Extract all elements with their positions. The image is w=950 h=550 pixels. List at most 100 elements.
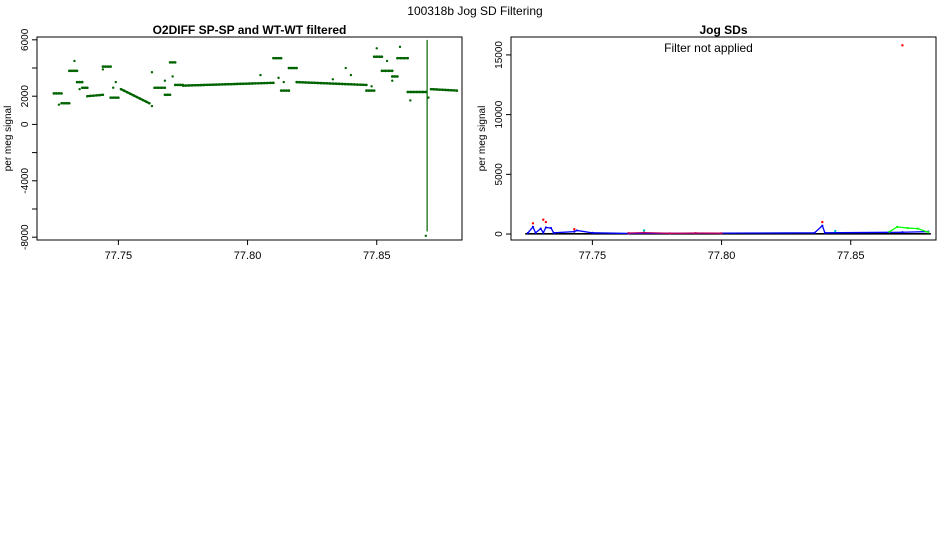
chart-0-data-point — [396, 56, 399, 60]
chart-1-series-point — [813, 231, 816, 234]
chart-0-ytick-label: 2000 — [20, 85, 31, 108]
chart-0-data-point — [287, 66, 291, 70]
chart-0-data-point — [214, 83, 218, 86]
chart-0-data-point — [301, 81, 305, 84]
chart-0-data-point — [148, 101, 151, 105]
chart-0-data-point — [331, 78, 335, 81]
chart-1-plot-area — [525, 44, 931, 235]
chart-0-data-point — [80, 80, 84, 84]
chart-0-data-point — [98, 93, 102, 97]
chart-0-data-point — [60, 92, 63, 95]
chart-1-series-point — [539, 227, 542, 230]
chart-0-data-point — [266, 81, 269, 85]
chart-1-series-point — [552, 231, 555, 234]
chart-1-series-point — [916, 227, 920, 230]
chart-1-series-point — [906, 226, 909, 230]
chart-0-data-point — [375, 47, 378, 50]
chart-0-data-point — [173, 61, 177, 64]
chart-0-data-point — [393, 75, 397, 78]
chart-1-series-line-0 — [527, 224, 929, 235]
chart-0-data-point — [298, 80, 301, 84]
chart-0-data-point — [385, 59, 389, 63]
chart-0-data-point — [117, 96, 120, 99]
chart-0-data-point — [73, 59, 76, 63]
chart-0-data-point — [334, 82, 338, 86]
chart-0-data-point — [452, 89, 456, 92]
chart-0-data-point — [250, 82, 254, 85]
chart-0-data-point — [449, 88, 453, 92]
chart-0-data-point — [168, 93, 172, 97]
chart-0-data-point — [150, 71, 154, 74]
chart-0-data-point — [390, 69, 394, 73]
figure-title: 100318b Jog SD Filtering — [407, 4, 542, 18]
chart-0-data-point — [153, 86, 156, 90]
chart-0-data-point — [199, 83, 203, 87]
chart-1-series-point — [896, 225, 899, 228]
chart-0-data-point — [340, 82, 344, 86]
chart-0-data-point — [109, 65, 112, 68]
chart-0-data-point — [435, 88, 439, 91]
chart-0-data-point — [80, 86, 84, 90]
chart-0-data-point — [73, 69, 76, 73]
chart-0-data-point — [55, 92, 58, 95]
chart-0-data-point — [156, 86, 160, 90]
chart-0-data-point — [111, 96, 115, 99]
chart-0-data-point — [95, 94, 98, 97]
chart-0-data-point — [316, 81, 320, 85]
chart-1-series-point — [531, 225, 535, 228]
chart-0-data-point — [365, 89, 368, 92]
chart-0-data-point — [337, 82, 341, 86]
chart-0-data-point — [370, 85, 373, 88]
chart-0-data-point — [263, 81, 266, 85]
chart-0-data-point — [150, 104, 154, 108]
chart-0-data-point — [129, 92, 132, 96]
chart-0-data-point — [272, 81, 275, 85]
chart-0-data-point — [282, 80, 285, 84]
chart-1-ylabel: per meg signal — [477, 106, 488, 172]
chart-1-series-point — [888, 230, 891, 233]
chart-1-series-point — [526, 231, 529, 235]
chart-0-data-point — [399, 56, 403, 60]
chart-1-series-point — [901, 231, 904, 234]
chart-1-series-point — [534, 231, 537, 234]
chart-0-data-point — [208, 83, 212, 87]
chart-0-data-point — [104, 65, 107, 68]
chart-0-data-point — [307, 81, 311, 84]
chart-0-data-point — [257, 81, 260, 85]
chart-0-data-point — [421, 90, 425, 94]
chart-0-data-point — [220, 83, 224, 86]
chart-0-data-point — [328, 82, 332, 85]
chart-0-data-point — [409, 99, 412, 102]
chart-0-data-point — [65, 101, 69, 105]
chart-0-data-point — [424, 90, 428, 94]
right-panel: Jog SDs Filter not applied per meg signal 7… — [477, 23, 937, 262]
chart-0-data-point — [101, 93, 105, 97]
chart-1-series-point — [573, 230, 576, 233]
chart-0-data-point — [141, 98, 145, 102]
chart-0-data-point — [181, 84, 185, 87]
chart-0-data-point — [83, 86, 87, 90]
chart-0-data-point — [109, 96, 112, 99]
chart-0-data-point — [173, 83, 177, 87]
chart-0-data-point — [378, 55, 381, 59]
chart-0-data-point — [429, 87, 433, 91]
chart-0-data-point — [86, 86, 89, 90]
chart-1-data-point — [544, 220, 548, 224]
chart-0-data-point — [319, 81, 323, 85]
chart-0-data-point — [187, 84, 191, 87]
chart-0-data-point — [287, 89, 291, 92]
chart-0-data-point — [211, 83, 215, 86]
chart-0-data-point — [282, 89, 286, 92]
chart-0-data-point — [349, 83, 353, 86]
chart-0-data-point — [418, 90, 422, 94]
chart-0-xtick-label: 77.75 — [105, 250, 133, 262]
chart-0-data-point — [254, 82, 257, 85]
chart-0-ytick-label: 0 — [20, 121, 31, 127]
chart-0-data-point — [367, 89, 371, 92]
chart-1-series-point — [821, 224, 824, 227]
chart-0-data-point — [114, 80, 117, 84]
chart-0-data-point — [398, 45, 402, 49]
chart-0-data-point — [163, 86, 167, 90]
chart-0-ytick-label: -8000 — [20, 224, 31, 250]
